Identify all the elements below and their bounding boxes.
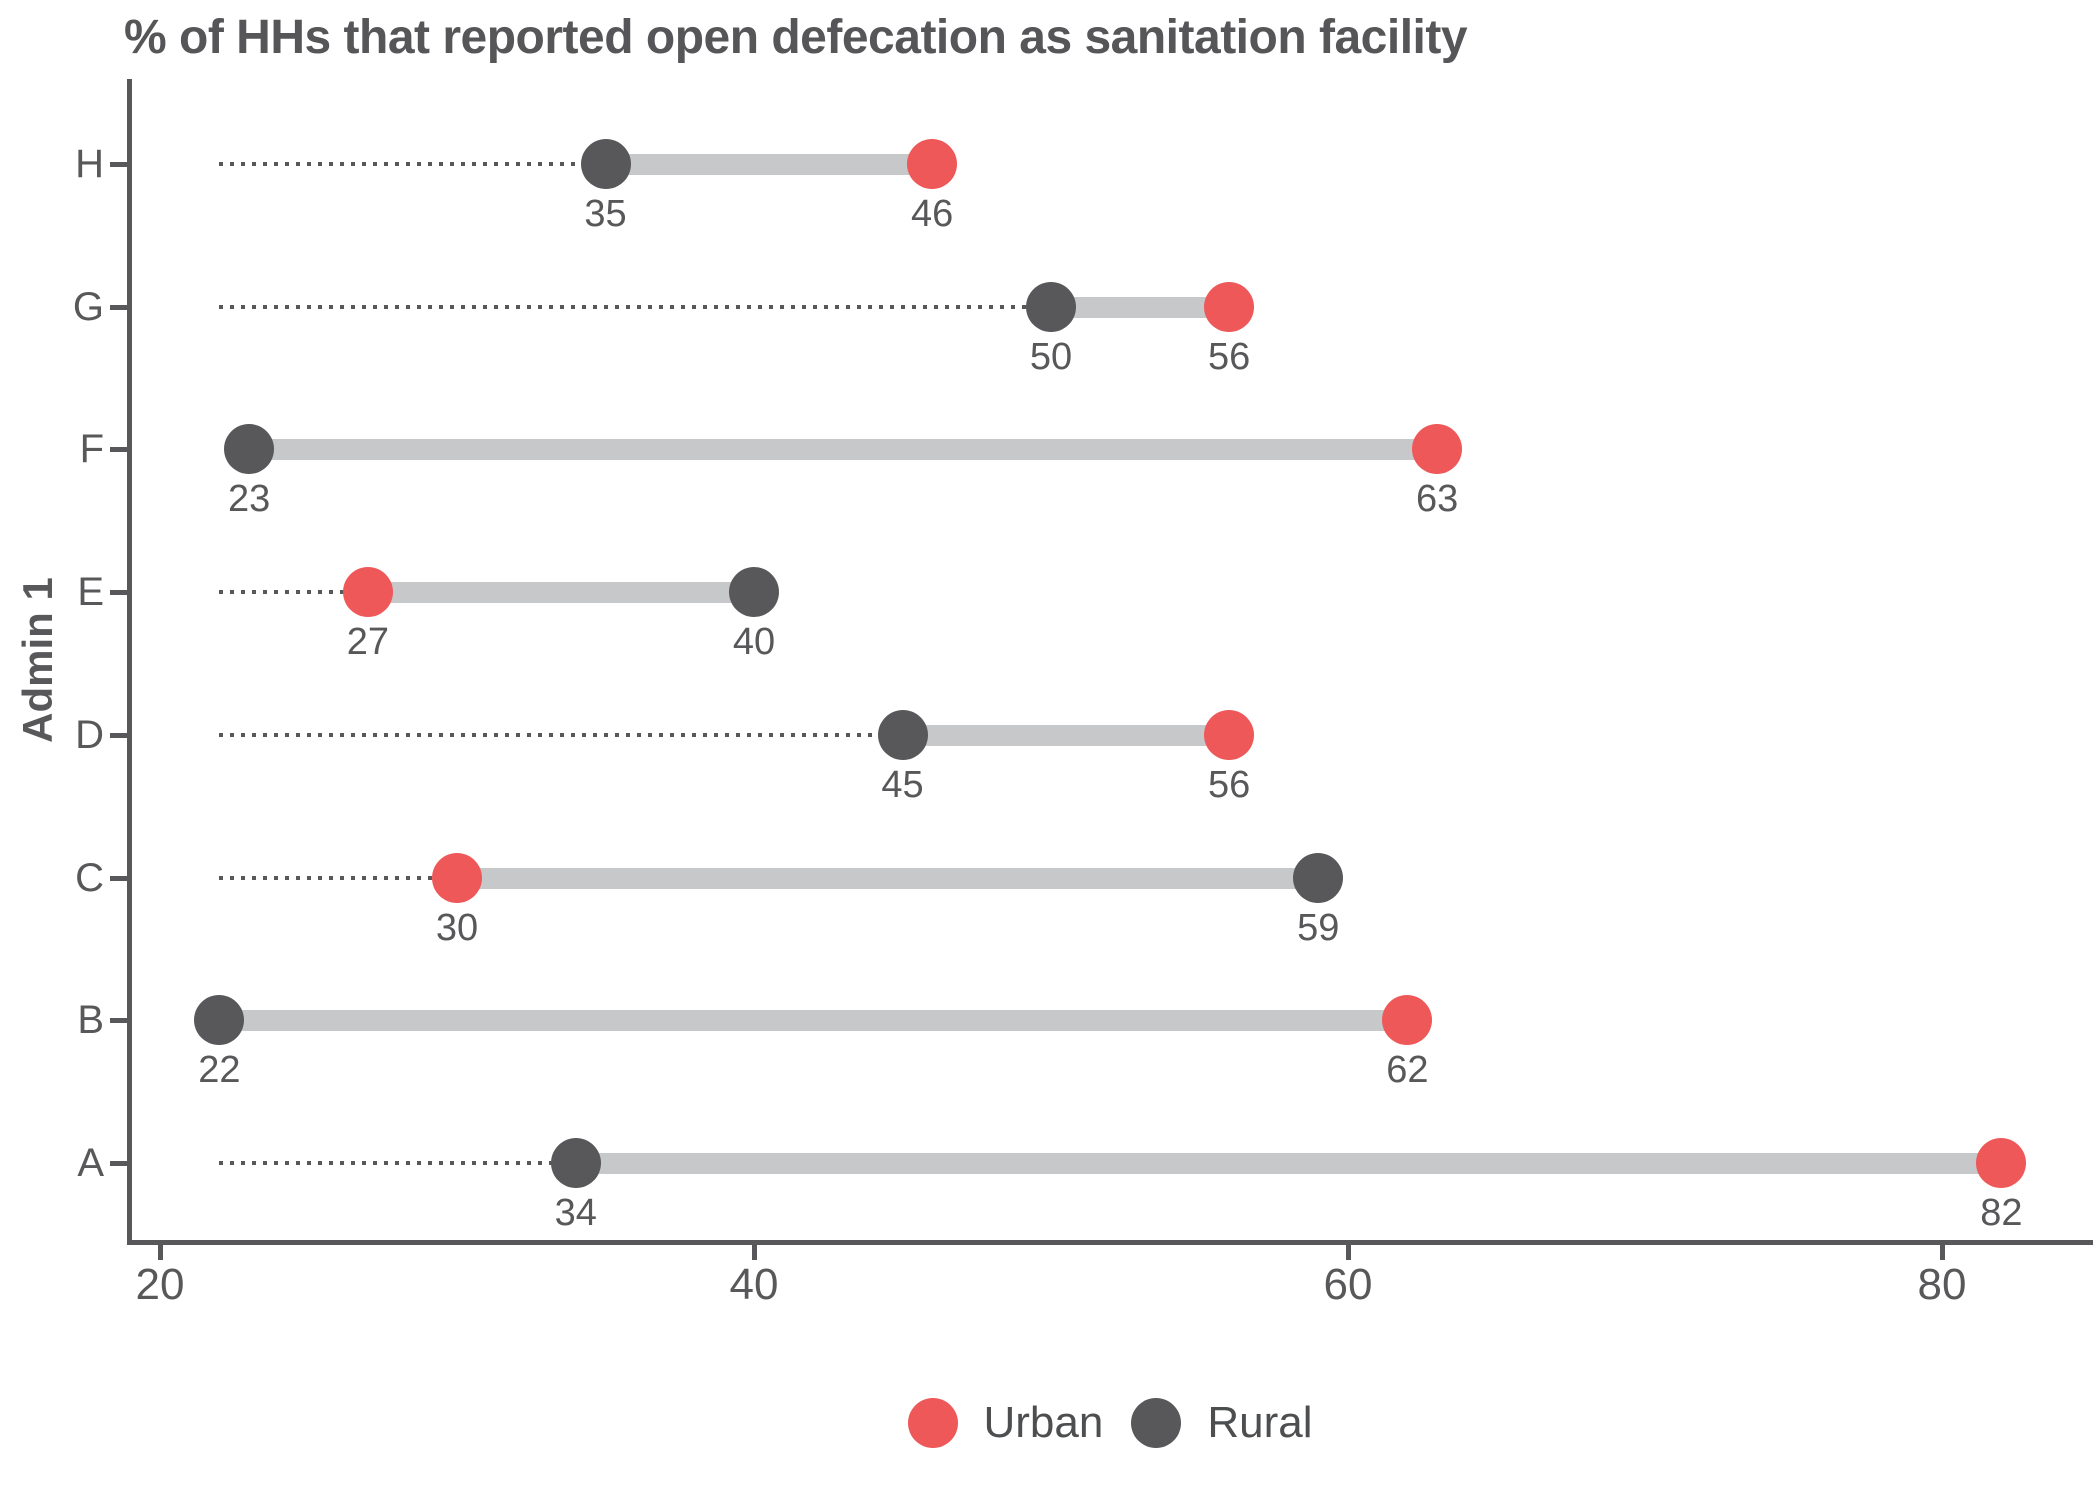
leader-dotted-line: [219, 162, 584, 166]
y-axis-tick: [110, 732, 127, 738]
leader-dotted-line: [219, 590, 346, 595]
rural-point: [550, 1137, 601, 1188]
category-label: E: [77, 570, 104, 615]
x-axis-tick: [1346, 1245, 1351, 1260]
rural-point: [1026, 281, 1076, 332]
connector-bar: [605, 154, 933, 175]
y-axis-tick: [110, 447, 127, 453]
legend: Urban Rural: [127, 1395, 2093, 1451]
connector-bar: [575, 1152, 2002, 1174]
chart-title: % of HHs that reported open defecation a…: [124, 11, 1468, 64]
x-axis-line: [127, 1240, 2093, 1245]
urban-point: [432, 852, 482, 903]
urban-value-label: 56: [1208, 335, 1251, 378]
rural-value-label: 45: [881, 763, 924, 806]
leader-dotted-line: [219, 732, 881, 737]
y-axis-tick: [110, 1018, 127, 1024]
legend-label: Urban: [983, 1398, 1104, 1447]
x-axis-tick: [158, 1245, 163, 1260]
urban-value-label: 30: [435, 906, 479, 949]
rural-point: [580, 139, 631, 189]
category-label: C: [75, 855, 104, 900]
rural-point: [729, 567, 779, 618]
category-label: F: [79, 427, 104, 472]
legend-item: Rural: [1131, 1398, 1313, 1448]
category-label: A: [77, 1140, 104, 1185]
y-axis-tick: [110, 875, 127, 881]
leader-dotted-line: [219, 304, 1029, 309]
rural-value-label: 23: [227, 478, 271, 521]
x-axis-tick: [752, 1245, 757, 1260]
rural-value-label: 34: [554, 1191, 597, 1234]
category-label: B: [77, 998, 104, 1043]
urban-value-label: 82: [1980, 1191, 2023, 1234]
legend-item: Urban: [907, 1398, 1104, 1448]
category-label: G: [72, 284, 104, 329]
urban-point: [1204, 281, 1255, 332]
legend-label: Rural: [1207, 1398, 1313, 1447]
urban-point: [907, 139, 958, 189]
rural-value-label: 40: [732, 621, 776, 664]
connector-bar: [367, 582, 754, 604]
connector-bar: [902, 724, 1230, 746]
urban-value-label: 46: [911, 193, 954, 235]
connector-bar: [1051, 296, 1230, 318]
rural-point: [224, 424, 275, 475]
x-axis-tick-label: 40: [729, 1260, 779, 1309]
rural-value-label: 50: [1029, 335, 1073, 378]
x-axis-tick: [1940, 1245, 1945, 1260]
urban-value-label: 27: [346, 621, 390, 664]
rural-legend-dot: [1131, 1398, 1182, 1448]
x-axis-tick-label: 20: [135, 1260, 185, 1309]
connector-bar: [219, 1010, 1408, 1032]
x-axis-tick-label: 80: [1917, 1260, 1967, 1309]
rural-point: [194, 995, 245, 1046]
connector-bar: [249, 439, 1438, 461]
x-axis-tick-label: 60: [1323, 1260, 1373, 1309]
urban-legend-dot: [907, 1398, 958, 1448]
leader-dotted-line: [219, 1160, 554, 1165]
rural-value-label: 35: [584, 193, 627, 235]
urban-value-label: 56: [1208, 763, 1251, 806]
leader-dotted-line: [219, 875, 435, 880]
urban-value-label: 63: [1415, 478, 1459, 521]
y-axis-tick: [110, 590, 127, 596]
urban-point: [1382, 995, 1433, 1046]
category-label: D: [75, 712, 104, 757]
y-axis-tick: [110, 162, 127, 167]
rural-point: [1293, 852, 1344, 903]
connector-bar: [457, 867, 1319, 889]
urban-point: [342, 567, 393, 618]
category-label: H: [75, 142, 104, 186]
urban-point: [1976, 1137, 2027, 1188]
rural-value-label: 22: [198, 1049, 241, 1092]
rural-point: [877, 709, 928, 760]
y-axis-tick: [110, 1160, 127, 1166]
y-axis-line: [127, 79, 132, 1242]
y-axis-tick: [110, 304, 127, 310]
urban-value-label: 62: [1386, 1049, 1429, 1092]
urban-point: [1204, 709, 1255, 760]
rural-value-label: 59: [1297, 906, 1340, 949]
urban-point: [1412, 424, 1463, 475]
